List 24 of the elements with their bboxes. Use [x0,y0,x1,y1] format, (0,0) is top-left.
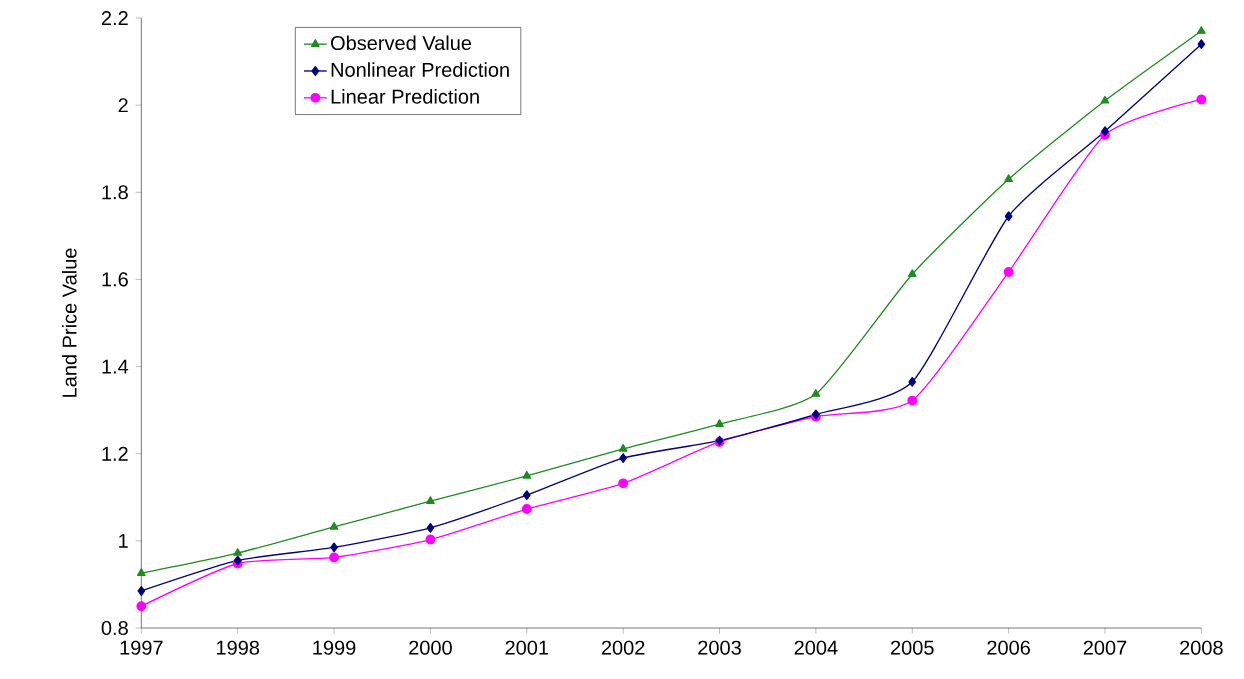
y-tick-label: 2.2 [101,11,128,26]
x-tick-label: 2005 [891,640,934,655]
legend-label: Observed Value [331,35,472,51]
x-tick-label: 2006 [987,640,1030,655]
x-tick-label: 2004 [794,640,838,655]
x-tick-label: 1999 [313,640,356,655]
x-tick-label: 2002 [601,640,645,655]
x-tick-label: 2003 [698,640,741,655]
x-tick-label: 2000 [409,640,452,655]
x-tick-label: 2001 [505,640,549,655]
y-tick-label: 1 [119,534,128,548]
legend-label: Nonlinear Prediction [331,62,509,78]
y-tick-label: 1.6 [102,272,128,287]
y-tick-label: 1.2 [102,446,128,461]
y-tick-label: 1.4 [102,359,129,374]
x-tick-label: 2007 [1083,640,1127,655]
y-tick-label: 2 [118,98,128,113]
y-tick-label: 0.8 [101,621,128,636]
x-tick-label: 1997 [120,640,163,655]
y-tick-label: 1.8 [102,185,128,200]
x-tick-label: 2008 [1180,640,1223,655]
y-axis-title: Land Price Value [61,248,77,397]
x-tick-label: 1998 [216,640,260,655]
legend-label: Linear Prediction [331,89,479,104]
